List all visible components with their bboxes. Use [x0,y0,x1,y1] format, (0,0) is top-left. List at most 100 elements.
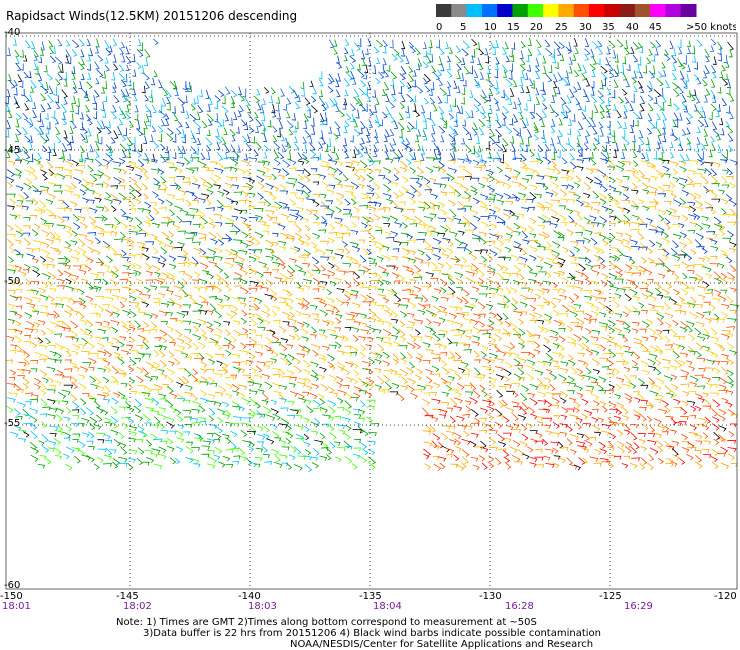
wind-barb [295,424,304,431]
wind-barb [119,442,127,449]
wind-barb [321,104,327,112]
wind-barb [469,303,476,309]
wind-barb [377,288,385,293]
wind-barb [570,262,578,267]
wind-barb [240,287,249,295]
wind-barb [697,168,707,174]
wind-barb [303,285,311,291]
wind-barb [69,126,74,134]
wind-barb [529,233,537,238]
wind-barb [686,302,696,309]
wind-barb [239,94,245,102]
wind-barb [353,447,362,452]
wind-barb [57,391,67,399]
wind-barb [704,399,712,408]
wind-barb [70,320,79,329]
wind-barb [695,454,703,463]
wind-barb [230,422,240,427]
wind-barb [292,125,297,133]
wind-barb [286,370,295,376]
wind-barb [401,176,409,183]
wind-barb [570,366,578,375]
wind-barb [470,297,478,303]
wind-barb [39,294,49,301]
wind-barb [221,95,226,105]
wind-barb [694,263,704,269]
wind-barb [617,446,626,454]
wind-barb [351,463,358,470]
wind-barb [609,432,617,440]
wind-barb [630,246,641,251]
wind-barb [112,337,120,344]
wind-barb [384,309,393,317]
wind-barb [289,167,297,172]
wind-barb [718,223,726,231]
wind-barb [629,462,638,469]
wind-barb [191,421,201,426]
wind-barb [622,286,631,291]
wind-barb [439,305,447,312]
wind-barb [721,214,731,218]
wind-barb [14,49,20,58]
wind-barb [445,430,455,436]
wind-barb [713,129,720,138]
wind-barb [198,405,206,413]
wind-barb [9,369,17,376]
wind-barb [535,182,546,188]
wind-barb [454,391,462,398]
wind-barb [103,321,111,326]
wind-barb [368,309,377,317]
wind-barb [413,276,423,281]
wind-barb [429,202,437,209]
wind-barb [583,88,588,98]
wind-barb [309,304,318,310]
wind-barb [230,249,239,256]
wind-barb [542,135,547,143]
wind-barb [646,415,653,423]
wind-barb [356,64,361,71]
wind-barb [245,224,252,232]
wind-barb [24,103,30,111]
wind-barb [727,453,735,460]
wind-barb [384,381,393,390]
wind-barb [112,104,117,113]
wind-barb [57,269,64,277]
wind-barb [7,74,12,81]
wind-barb [45,199,54,205]
wind-barb [295,310,302,317]
wind-barb [591,343,601,349]
wind-barb [524,144,528,153]
wind-barb [439,112,444,120]
wind-barb [266,438,275,445]
wind-barb [280,280,288,285]
wind-barb [553,41,561,50]
wind-barb [469,253,477,261]
wind-barb [581,447,590,454]
wind-barb [288,454,296,461]
wind-barb [260,127,265,135]
wind-barb [38,344,48,350]
wind-barb [463,366,471,374]
wind-barb [437,96,443,104]
wind-barb [496,221,506,226]
wind-barb [182,254,190,262]
wind-barb [657,408,668,415]
wind-barb [173,80,178,90]
wind-barb [383,134,388,143]
wind-barb [121,110,127,119]
wind-barb [270,399,278,405]
wind-barb [350,181,360,189]
wind-barb [338,429,346,435]
wind-barb [189,167,199,172]
wind-barb [662,425,670,432]
wind-barb [694,94,701,104]
wind-barb [85,407,94,416]
wind-barb [607,193,614,201]
wind-barb [391,272,400,279]
wind-barb [319,193,327,199]
wind-barb [78,343,86,349]
wind-barb [86,257,94,264]
wind-barb [624,271,634,277]
wind-barb [666,270,675,275]
wind-barb [520,167,528,172]
